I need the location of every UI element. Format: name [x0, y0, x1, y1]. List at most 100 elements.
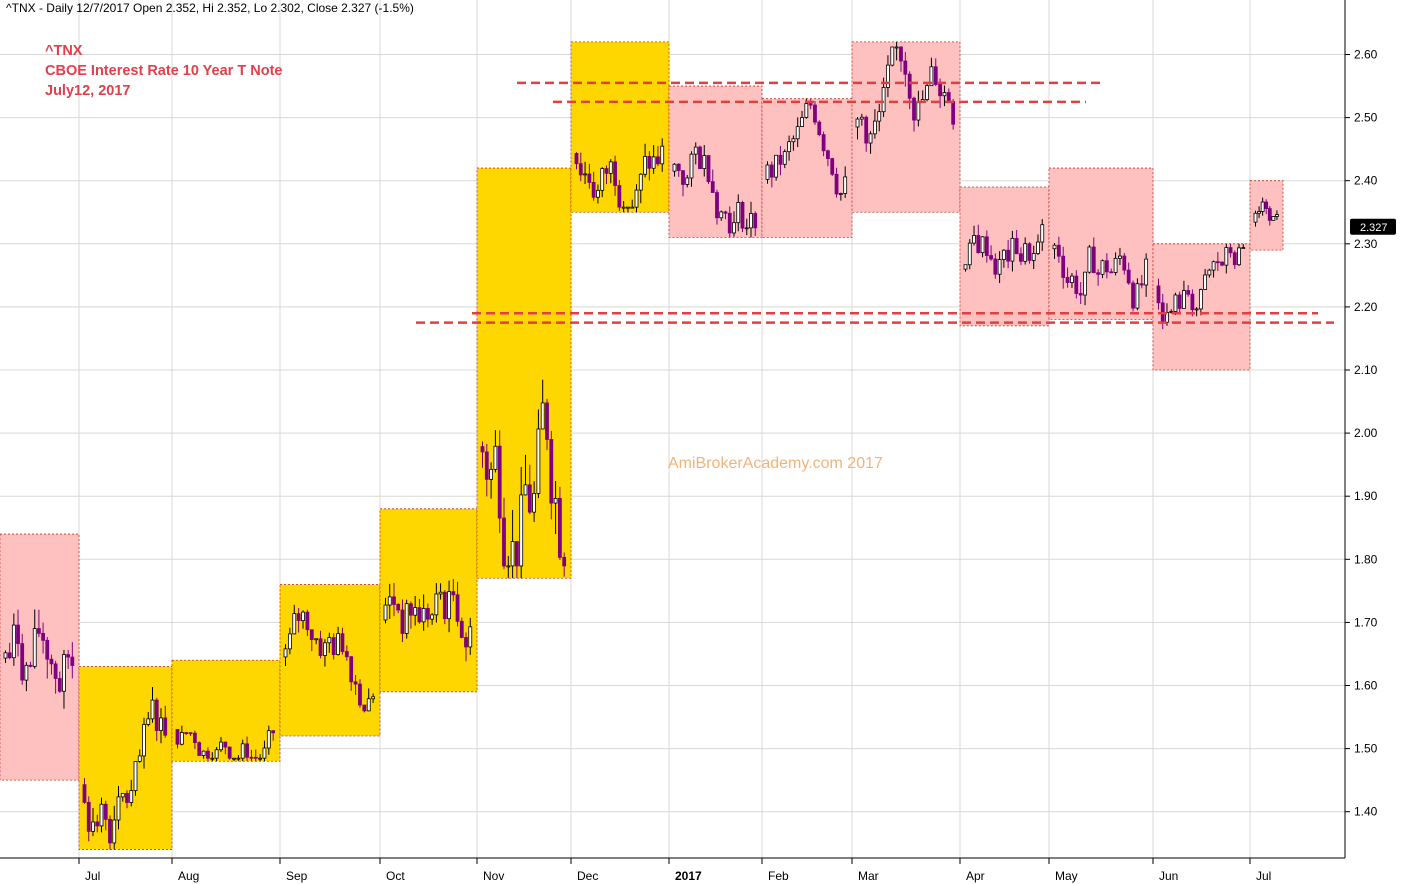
candle-body	[515, 541, 519, 567]
candle-body	[11, 624, 16, 659]
candle-body	[37, 628, 41, 634]
candle-body	[938, 84, 943, 97]
candle-body	[838, 193, 843, 195]
candle-body	[249, 756, 254, 759]
candle-body	[287, 633, 292, 650]
y-tick-label: 2.00	[1354, 426, 1378, 440]
axes: 1.40 1.50 1.60 1.70 1.80 1.90 2.00 2.10 2.20 2.30…	[0, 0, 1378, 883]
candle-body	[1275, 214, 1279, 217]
candle-body	[993, 258, 998, 275]
candle-body	[301, 611, 305, 621]
candle-body	[506, 565, 511, 568]
candle-body	[430, 614, 435, 620]
candle-body	[497, 445, 502, 519]
range-box-nov-2016	[476, 167, 572, 579]
candle-body	[1215, 261, 1220, 264]
annotation-description: CBOE Interest Rate 10 Year T Note	[45, 63, 283, 79]
candle-body	[859, 116, 864, 120]
candle-body	[1118, 255, 1122, 259]
y-tick-label: 1.50	[1354, 742, 1378, 756]
candle-body	[749, 213, 753, 229]
y-tick-label: 1.60	[1354, 679, 1378, 693]
y-tick-label: 2.30	[1354, 237, 1378, 251]
y-tick-label: 1.90	[1354, 489, 1378, 503]
candle-body	[808, 103, 813, 106]
candle-body	[647, 156, 652, 169]
candle-body	[236, 757, 241, 760]
candle-body	[340, 633, 345, 652]
candle-body	[719, 211, 724, 219]
y-tick-label: 2.50	[1354, 111, 1378, 125]
candle-body	[817, 121, 822, 136]
candle-body	[219, 741, 223, 751]
candle-body	[271, 730, 276, 734]
y-tick-label: 2.60	[1354, 48, 1378, 62]
candle-body	[66, 654, 71, 658]
candle-body	[1139, 283, 1144, 286]
candle-body	[232, 757, 236, 760]
candle-body	[99, 803, 104, 827]
candle-body	[41, 632, 45, 641]
candle-body	[1232, 252, 1237, 266]
x-tick-label: Jun	[1159, 869, 1178, 883]
candle-body	[292, 613, 297, 635]
candle-body	[28, 664, 33, 667]
range-box-jul-2016	[78, 666, 173, 850]
candle-body	[223, 741, 228, 748]
x-tick-label: Apr	[966, 869, 985, 883]
candle-body	[1203, 274, 1208, 290]
candle-body	[587, 173, 592, 183]
candle-body	[660, 145, 665, 165]
candle-body	[49, 658, 54, 665]
candle-body	[1220, 261, 1224, 266]
candle-body	[459, 620, 464, 638]
candle-body	[417, 607, 422, 623]
candle-body	[387, 596, 392, 606]
candle-body	[16, 624, 20, 645]
candle-body	[1267, 208, 1272, 221]
candle-body	[698, 146, 702, 170]
candle-body	[53, 663, 58, 679]
candle-body	[643, 156, 647, 175]
candle-body	[1207, 269, 1212, 276]
candle-body	[91, 821, 95, 832]
candle-body	[813, 104, 817, 123]
candle-body	[545, 402, 549, 440]
candle-body	[154, 699, 159, 731]
candle-body	[283, 648, 288, 658]
candle-body	[710, 181, 715, 193]
candle-body	[184, 732, 189, 734]
candle-body	[175, 729, 180, 745]
candle-body	[1131, 282, 1135, 309]
candle-body	[558, 498, 562, 558]
y-tick-label: 2.10	[1354, 363, 1378, 377]
candle-body	[715, 192, 719, 219]
candle-body	[210, 757, 215, 760]
candle-body	[744, 227, 749, 230]
candle-body	[502, 517, 506, 567]
candle-body	[740, 201, 745, 229]
candle-body	[967, 242, 972, 266]
candle-body	[413, 607, 418, 616]
candle-body	[800, 117, 804, 128]
candle-body	[163, 717, 168, 736]
candle-body	[1078, 293, 1083, 296]
candle-body	[45, 639, 50, 660]
candle-body	[1096, 272, 1101, 275]
candle-body	[903, 60, 908, 75]
candle-body	[344, 651, 349, 658]
candle-body	[685, 177, 690, 185]
candle-body	[129, 790, 134, 803]
y-tick-label: 2.40	[1354, 174, 1378, 188]
candle-body	[179, 732, 184, 745]
candle-body	[1010, 238, 1015, 262]
x-tick-label: Oct	[386, 869, 405, 883]
candle-body	[353, 681, 358, 685]
candle-body	[314, 638, 319, 641]
last-price-label: 2.327	[1360, 222, 1388, 234]
candle-body	[1173, 294, 1178, 312]
y-tick-label: 1.70	[1354, 615, 1378, 629]
candle-body	[451, 591, 456, 596]
candle-body	[95, 821, 100, 827]
candle-body	[262, 747, 267, 759]
